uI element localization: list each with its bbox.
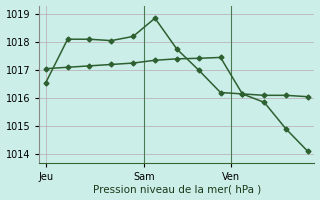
X-axis label: Pression niveau de la mer( hPa ): Pression niveau de la mer( hPa ) <box>93 184 261 194</box>
